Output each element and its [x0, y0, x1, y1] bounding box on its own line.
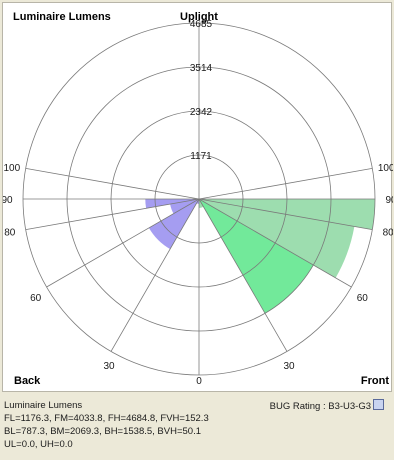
- angle-tick-label: 100: [378, 163, 393, 174]
- angle-tick-label: 60: [30, 293, 42, 304]
- angle-tick-label: 100: [3, 163, 20, 174]
- angle-spoke: [46, 198, 200, 288]
- front-zone-wedge: [199, 199, 355, 278]
- angle-spoke: [110, 198, 200, 352]
- angle-spoke: [25, 198, 200, 230]
- bug-rating[interactable]: BUG Rating : B3-U3-G3: [270, 399, 384, 413]
- front-label: Front: [361, 375, 389, 387]
- angle-tick-label: 30: [103, 361, 115, 372]
- back-label: Back: [14, 375, 41, 387]
- info-square-icon[interactable]: [373, 399, 384, 410]
- front-lumens-line: FL=1176.3, FM=4033.8, FH=4684.8, FVH=152…: [4, 413, 209, 424]
- bug-rating-text: BUG Rating : B3-U3-G3: [269, 401, 371, 412]
- angle-tick-label-zero: 0: [196, 376, 202, 387]
- angle-tick-label: 90: [385, 195, 393, 206]
- angle-tick-label: 30: [283, 361, 295, 372]
- summary-heading: Luminaire Lumens: [4, 400, 83, 411]
- angle-tick-label: 80: [383, 227, 393, 238]
- lumens-summary: Luminaire Lumens FL=1176.3, FM=4033.8, F…: [4, 399, 390, 451]
- polar-chart: 117123423514468510010090908080606030300 …: [1, 11, 394, 387]
- radial-tick-label: 2342: [190, 107, 213, 118]
- uplight-label: Uplight: [180, 11, 218, 23]
- angle-spoke: [198, 168, 373, 200]
- radial-tick-label: 3514: [190, 63, 213, 74]
- back-zone-wedge: [148, 199, 199, 250]
- radial-tick-label: 1171: [190, 151, 212, 162]
- back-zone-wedge: [170, 199, 199, 214]
- angle-tick-label: 80: [4, 227, 16, 238]
- angle-tick-label: 90: [3, 195, 13, 206]
- angle-spoke: [198, 198, 373, 230]
- angle-spoke: [198, 198, 288, 352]
- polar-plot-panel: 117123423514468510010090908080606030300 …: [1, 2, 394, 392]
- angle-spoke: [25, 168, 200, 200]
- uplight-lumens-line: UL=0.0, UH=0.0: [4, 439, 73, 450]
- radial-tick-label: 4685: [190, 19, 213, 30]
- chart-title: Luminaire Lumens: [13, 11, 111, 23]
- back-lumens-line: BL=787.3, BM=2069.3, BH=1538.5, BVH=50.1: [4, 426, 202, 437]
- angle-spoke: [198, 198, 352, 288]
- angle-tick-label: 60: [357, 293, 369, 304]
- front-zone-wedge: [199, 199, 314, 314]
